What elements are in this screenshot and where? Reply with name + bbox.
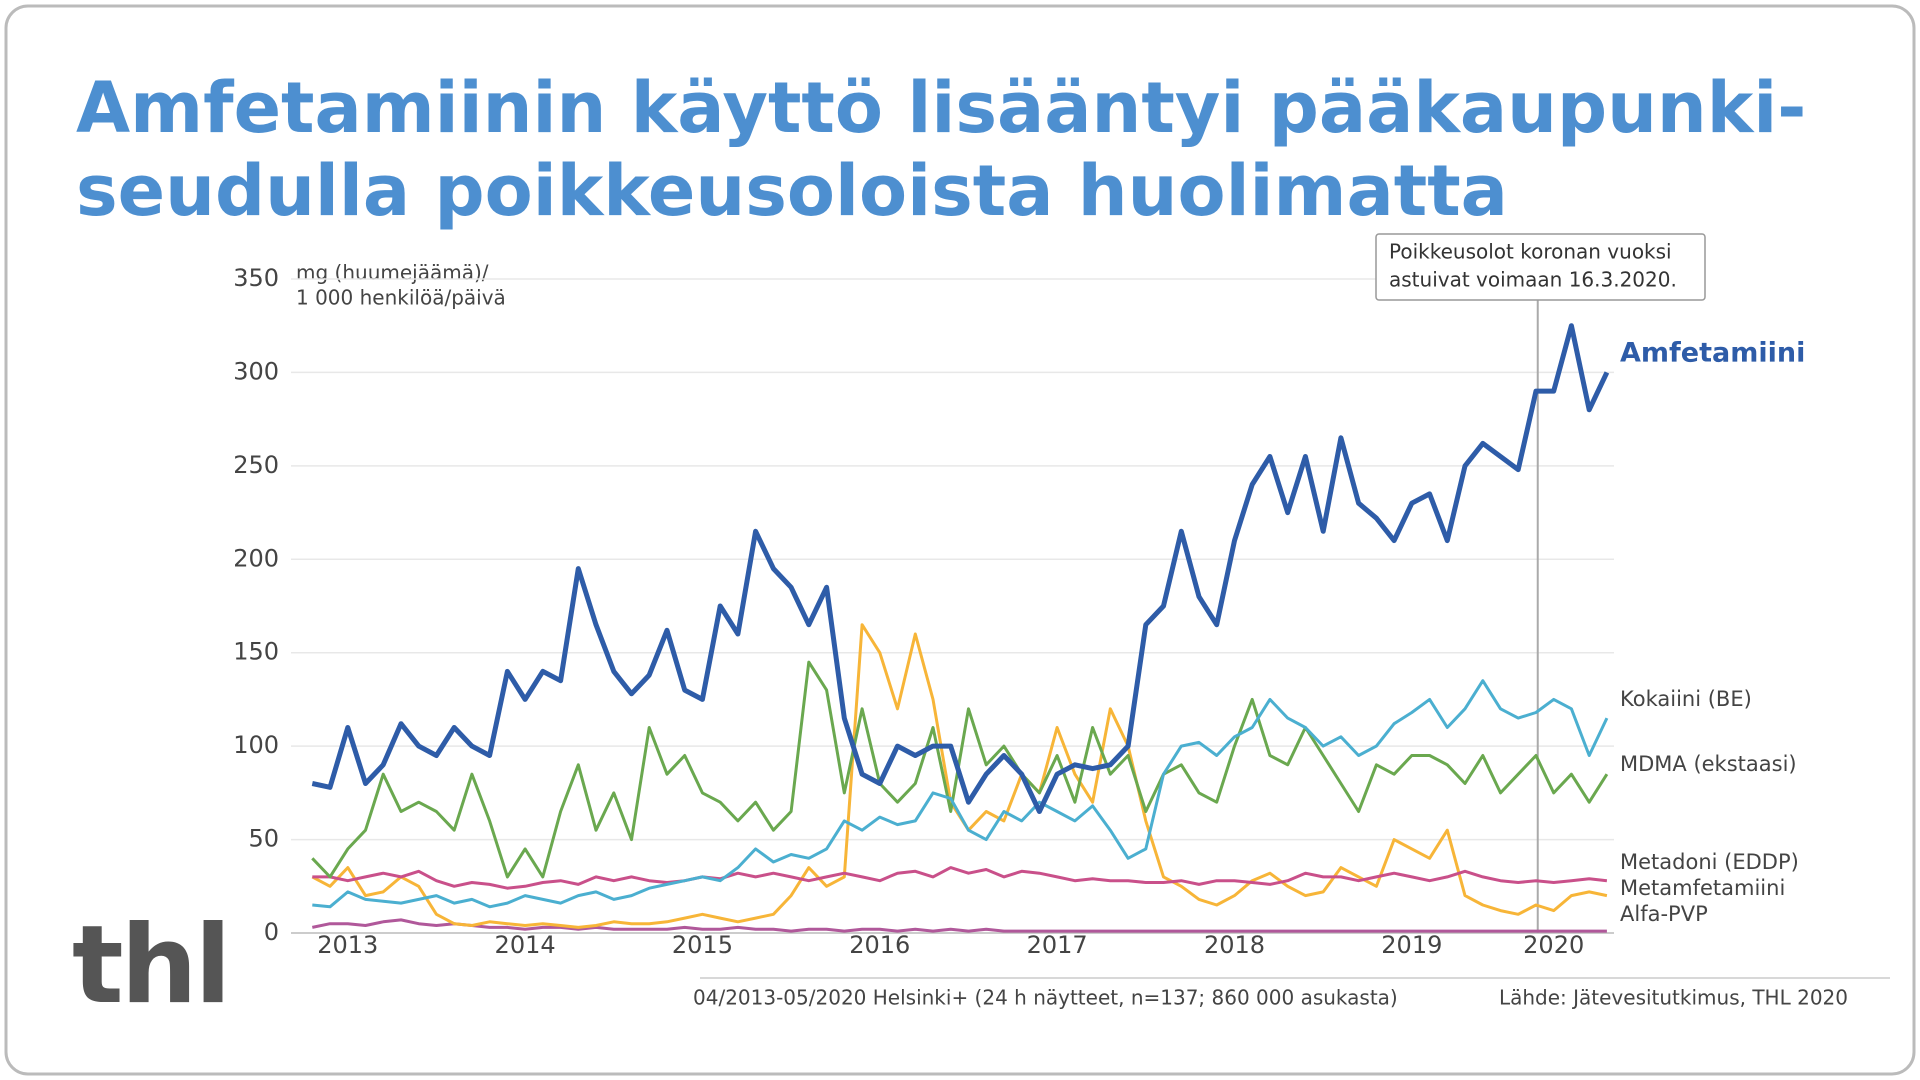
annotation-text: Poikkeusolot koronan vuoksi bbox=[1389, 240, 1672, 264]
y-axis-label: mg (huumejäämä)/ bbox=[296, 261, 489, 285]
series-label: MDMA (ekstaasi) bbox=[1620, 752, 1797, 776]
x-tick-label: 2013 bbox=[317, 931, 378, 959]
x-tick-label: 2016 bbox=[849, 931, 910, 959]
series-line bbox=[311, 918, 1607, 933]
series-label: Metadoni (EDDP) bbox=[1620, 850, 1799, 874]
y-tick-label: 100 bbox=[233, 731, 279, 759]
series-line bbox=[312, 866, 1608, 890]
y-tick-label: 200 bbox=[233, 544, 279, 572]
y-tick-label: 150 bbox=[233, 638, 279, 666]
series-label: Kokaiini (BE) bbox=[1620, 687, 1752, 711]
y-axis-label: 1 000 henkilöä/päivä bbox=[296, 286, 506, 310]
y-tick-label: 0 bbox=[264, 918, 279, 946]
y-tick-label: 50 bbox=[248, 825, 279, 853]
x-tick-label: 2018 bbox=[1204, 931, 1265, 959]
chart-title: Amfetamiinin käyttö lisääntyi pääkaupunk… bbox=[76, 67, 1806, 149]
y-tick-label: 350 bbox=[233, 264, 279, 292]
x-tick-label: 2017 bbox=[1027, 931, 1088, 959]
logo: thl bbox=[72, 903, 229, 1028]
source: Lähde: Jätevesitutkimus, THL 2020 bbox=[1499, 986, 1848, 1010]
series-line bbox=[311, 323, 1610, 814]
series-line bbox=[311, 660, 1609, 879]
x-tick-label: 2014 bbox=[495, 931, 556, 959]
y-tick-label: 250 bbox=[233, 451, 279, 479]
series-line bbox=[312, 679, 1609, 909]
series-label: Alfa-PVP bbox=[1620, 902, 1708, 926]
x-tick-label: 2015 bbox=[672, 931, 733, 959]
series-label: Metamfetamiini bbox=[1620, 876, 1785, 900]
chart-title: seudulla poikkeusoloista huolimatta bbox=[76, 150, 1508, 232]
x-tick-label: 2020 bbox=[1523, 931, 1584, 959]
x-tick-label: 2019 bbox=[1381, 931, 1442, 959]
series-label: Amfetamiini bbox=[1620, 338, 1805, 369]
annotation-box bbox=[1375, 233, 1706, 301]
y-tick-label: 300 bbox=[233, 357, 279, 385]
annotation-text: astuivat voimaan 16.3.2020. bbox=[1389, 268, 1677, 292]
footnote: 04/2013-05/2020 Helsinki+ (24 h näytteet… bbox=[693, 986, 1398, 1010]
